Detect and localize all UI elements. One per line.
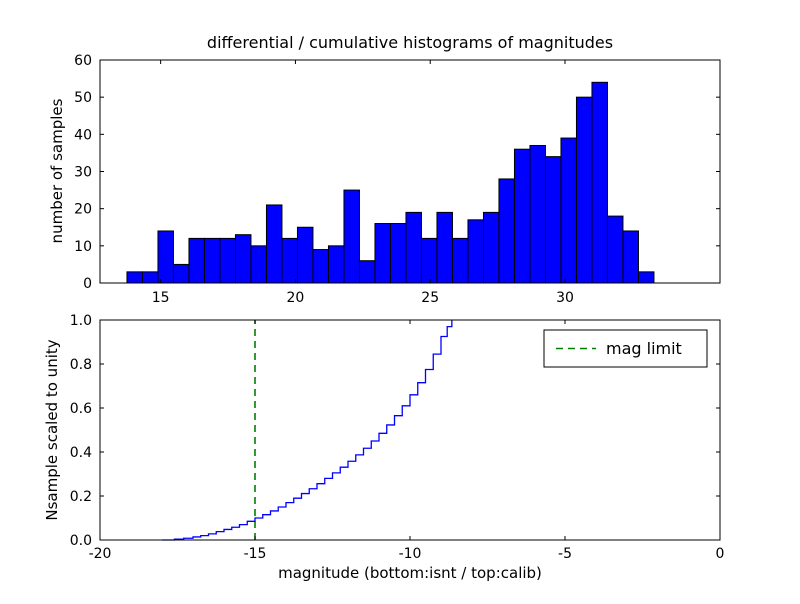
x-tick-label: -20 [89,546,112,562]
histogram-bar [482,211,500,284]
histogram-bar [126,271,143,284]
histogram-bar [467,219,484,284]
y-tick-label: 0.0 [70,533,92,549]
y-tick-label: 0 [83,276,92,292]
y-axis-label-bottom: Nsample scaled to unity [43,339,61,520]
y-tick-label: 0.8 [70,357,92,373]
histogram-bar [281,237,298,284]
histogram-bar [637,271,655,284]
histogram-bar [606,215,624,284]
histogram-bar [203,237,221,284]
y-tick-label: 0.2 [70,489,92,505]
histogram-bar [358,260,376,284]
x-tick-label: 0 [716,546,725,562]
histogram-bar [219,237,236,284]
histogram-bar [529,144,546,284]
top-axes: 15 20 25 30 0 10 20 30 40 50 60 [74,53,721,306]
y-tick-label: 30 [74,165,92,181]
x-tick-label: -15 [244,546,267,562]
histogram-bar [265,204,283,284]
histogram-bar [296,226,314,284]
y-tick-label: 1.0 [70,313,92,329]
x-tick-label: -10 [399,546,422,562]
y-tick-label: 20 [74,202,92,218]
histogram-bar [312,249,329,284]
histogram-bar [188,237,205,284]
histogram-bar [498,178,515,284]
histogram-bar [622,230,639,284]
histogram-bar [343,189,360,284]
chart-title: differential / cumulative histograms of … [207,33,613,52]
legend: mag limit [543,329,708,368]
histogram-bar [420,237,438,284]
histogram-bar [436,211,453,284]
y-tick-label: 0.4 [70,445,92,461]
x-tick-label: 20 [287,290,305,306]
histogram-bar [544,156,562,284]
y-tick-label: 10 [74,239,92,255]
cumulative-step-line [162,320,453,541]
histogram-bar [374,223,391,284]
x-axis-label-bottom: magnitude (bottom:isnt / top:calib) [278,564,542,582]
x-tick-label: 15 [152,290,170,306]
histogram-bar [405,211,422,284]
x-tick-label: 30 [556,290,574,306]
histogram-bar [250,245,267,284]
y-tick-label: 40 [74,127,92,143]
histogram-bar [560,137,577,284]
histogram-bar [327,245,345,284]
histogram-bar [141,271,159,284]
histogram-bar [157,230,174,284]
y-tick-label: 0.6 [70,401,92,417]
histogram-bar [451,237,469,284]
histogram-bar [172,263,190,284]
x-tick-label: 25 [421,290,439,306]
histogram-bar [234,234,252,284]
y-axis-label-top: number of samples [48,98,66,243]
bottom-axes: -20 -15 -10 -5 0 0.0 0.2 0.4 0.6 0.8 1.0 [70,313,725,562]
x-tick-label: -5 [558,546,572,562]
histogram-bar [513,148,531,284]
y-tick-label: 60 [74,53,92,69]
histogram-bar [575,96,593,284]
histogram-bar [591,81,608,284]
legend-label: mag limit [606,339,682,358]
histogram-bar [389,223,407,284]
y-tick-label: 50 [74,90,92,106]
